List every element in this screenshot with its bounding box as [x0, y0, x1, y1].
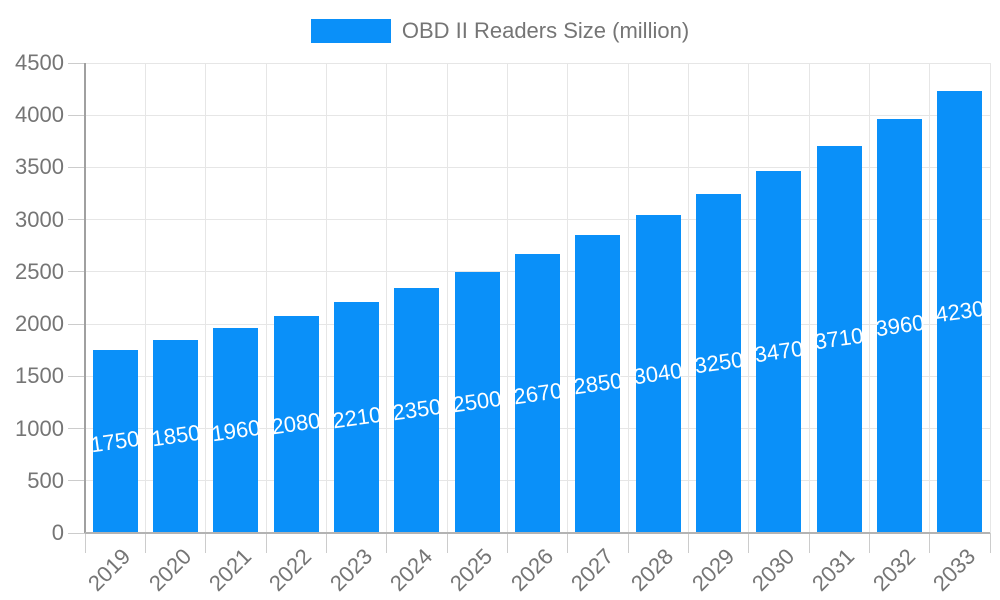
gridline-horizontal — [85, 219, 990, 221]
bar-2026 — [515, 254, 560, 533]
x-axis-tick — [929, 533, 931, 553]
x-axis-label-2023: 2023 — [324, 543, 377, 596]
bar-2033 — [937, 91, 983, 533]
gridline-horizontal — [85, 166, 990, 168]
bar-2020 — [153, 339, 198, 533]
gridline-vertical — [868, 63, 870, 533]
x-axis-label-2030: 2030 — [746, 543, 800, 596]
gridline-vertical — [989, 63, 991, 533]
gridline-vertical — [144, 63, 146, 533]
x-axis-label-2022: 2022 — [264, 543, 317, 596]
x-axis-tick — [144, 533, 146, 553]
bar-2021 — [213, 328, 259, 533]
bar-2032 — [877, 119, 922, 533]
x-axis-tick — [386, 533, 388, 553]
y-axis-tick-label: 3000 — [15, 206, 64, 232]
x-axis-tick — [989, 533, 991, 553]
bar-2025 — [454, 271, 500, 533]
gridline-vertical — [386, 63, 388, 533]
x-axis-label-2032: 2032 — [867, 543, 920, 596]
legend-label: OBD II Readers Size (million) — [401, 18, 690, 43]
bar-2022 — [273, 315, 319, 533]
y-axis-tick-label: 500 — [27, 467, 64, 493]
x-axis-label-2027: 2027 — [565, 543, 619, 596]
x-axis-tick — [446, 533, 448, 553]
gridline-vertical — [506, 63, 508, 533]
bar-2023 — [334, 302, 379, 533]
legend-swatch — [310, 19, 391, 43]
x-axis-tick — [265, 533, 267, 553]
y-axis-tick — [68, 323, 85, 325]
gridline-vertical — [748, 63, 750, 533]
bar-2027 — [575, 235, 621, 533]
x-axis-tick — [627, 533, 629, 553]
y-axis-tick-label: 1500 — [15, 363, 64, 389]
bar-2030 — [756, 170, 802, 533]
x-axis-label-2033: 2033 — [927, 543, 981, 596]
y-axis-tick-label: 4000 — [15, 102, 64, 128]
y-axis-tick — [68, 62, 85, 64]
y-axis-tick — [68, 428, 85, 430]
gridline-vertical — [446, 63, 448, 533]
y-axis-tick — [68, 114, 85, 116]
x-axis-label-2025: 2025 — [445, 543, 498, 596]
bar-2031 — [816, 145, 862, 533]
y-axis-tick — [68, 219, 85, 221]
y-axis-tick — [68, 532, 85, 534]
y-axis-tick — [68, 375, 85, 377]
gridline-vertical — [687, 63, 689, 533]
y-axis-tick — [68, 166, 85, 168]
bar-2019 — [92, 350, 138, 533]
x-axis-tick — [567, 533, 569, 553]
y-axis-tick-label: 1000 — [15, 415, 64, 441]
gridline-vertical — [567, 63, 569, 533]
x-axis-label-2019: 2019 — [83, 543, 136, 596]
bar-2028 — [635, 215, 681, 533]
x-axis-tick — [748, 533, 750, 553]
x-axis-tick — [868, 533, 870, 553]
bar-2029 — [696, 193, 741, 533]
bar-2024 — [394, 287, 440, 533]
y-axis-tick — [68, 480, 85, 482]
y-axis-tick-label: 0 — [51, 520, 64, 545]
x-axis-label-2021: 2021 — [203, 543, 257, 596]
x-axis-tick — [687, 533, 689, 553]
x-axis-tick — [808, 533, 810, 553]
x-axis-baseline — [85, 532, 990, 534]
gridline-vertical — [265, 63, 267, 533]
x-axis-tick — [205, 533, 207, 553]
gridline-horizontal — [85, 114, 990, 116]
y-axis-tick-label: 2000 — [15, 311, 64, 337]
y-axis-tick-label: 4500 — [15, 50, 64, 75]
x-axis-tick — [325, 533, 327, 553]
bar-value-label: 2210 — [330, 401, 383, 433]
chart-legend: OBD II Readers Size (million) — [0, 19, 1000, 43]
y-axis-tick — [68, 271, 85, 273]
y-axis-tick-label: 2500 — [15, 258, 64, 284]
gridline-vertical — [627, 63, 629, 533]
x-axis-label-2028: 2028 — [626, 543, 679, 596]
bar-value-label: 2670 — [511, 377, 564, 409]
x-axis-label-2020: 2020 — [143, 543, 196, 596]
x-axis-tick — [506, 533, 508, 553]
gridline-vertical — [808, 63, 810, 533]
gridline-vertical — [205, 63, 207, 533]
x-axis-label-2031: 2031 — [807, 543, 860, 596]
gridline-vertical — [325, 63, 327, 533]
x-axis-label-2024: 2024 — [384, 543, 438, 596]
x-axis-tick — [84, 533, 86, 553]
gridline-horizontal — [85, 62, 990, 64]
gridline-vertical — [929, 63, 931, 533]
y-axis-tick-label: 3500 — [15, 154, 64, 180]
y-axis-line — [84, 63, 86, 533]
x-axis-label-2026: 2026 — [505, 543, 558, 596]
x-axis-label-2029: 2029 — [686, 543, 739, 596]
